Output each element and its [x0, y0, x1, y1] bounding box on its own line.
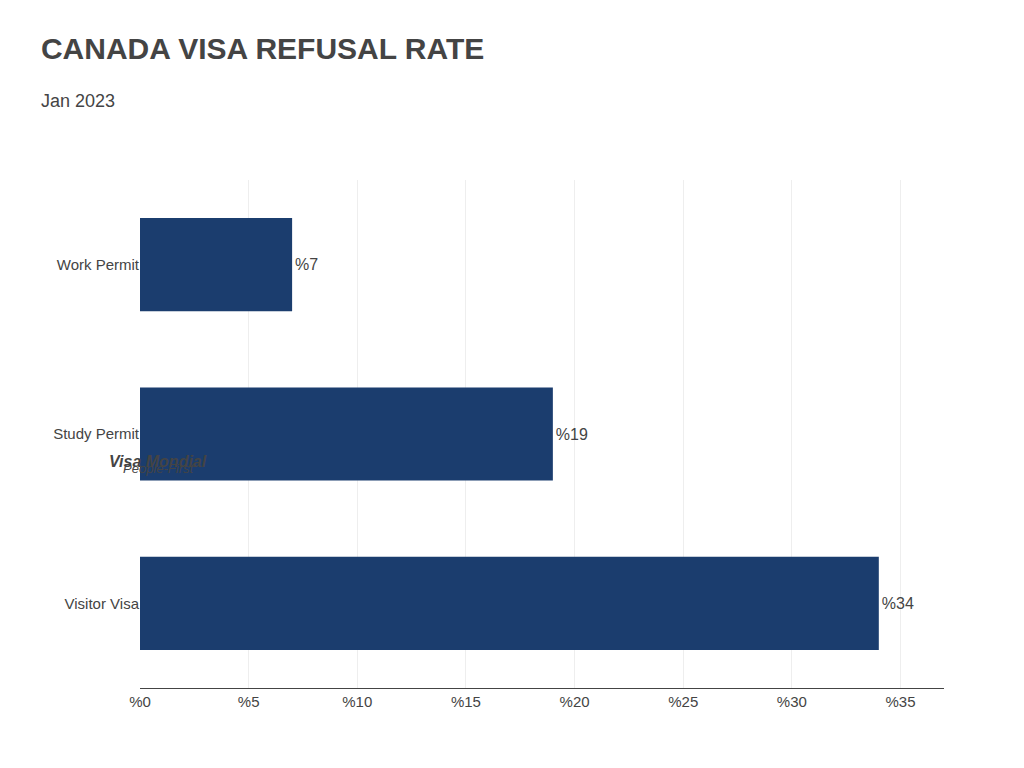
- svg-text:%20: %20: [560, 693, 590, 710]
- svg-text:%5: %5: [238, 693, 260, 710]
- svg-text:Jan 2023: Jan 2023: [41, 91, 115, 111]
- svg-text:%30: %30: [777, 693, 807, 710]
- svg-text:%0: %0: [129, 693, 151, 710]
- svg-text:%35: %35: [886, 693, 916, 710]
- svg-text:%15: %15: [451, 693, 481, 710]
- svg-text:CANADA VISA REFUSAL RATE: CANADA VISA REFUSAL RATE: [41, 32, 484, 65]
- svg-text:%34: %34: [882, 595, 914, 612]
- svg-text:Study Permit: Study Permit: [53, 425, 140, 442]
- svg-text:Visa Mondial: Visa Mondial: [109, 453, 207, 470]
- svg-text:People-First: People-First: [123, 461, 194, 476]
- svg-text:Work Permit: Work Permit: [57, 256, 140, 273]
- svg-text:%19: %19: [556, 426, 588, 443]
- svg-text:%25: %25: [668, 693, 698, 710]
- svg-text:%10: %10: [342, 693, 372, 710]
- svg-text:Visitor Visa: Visitor Visa: [65, 595, 140, 612]
- svg-text:%7: %7: [295, 256, 318, 273]
